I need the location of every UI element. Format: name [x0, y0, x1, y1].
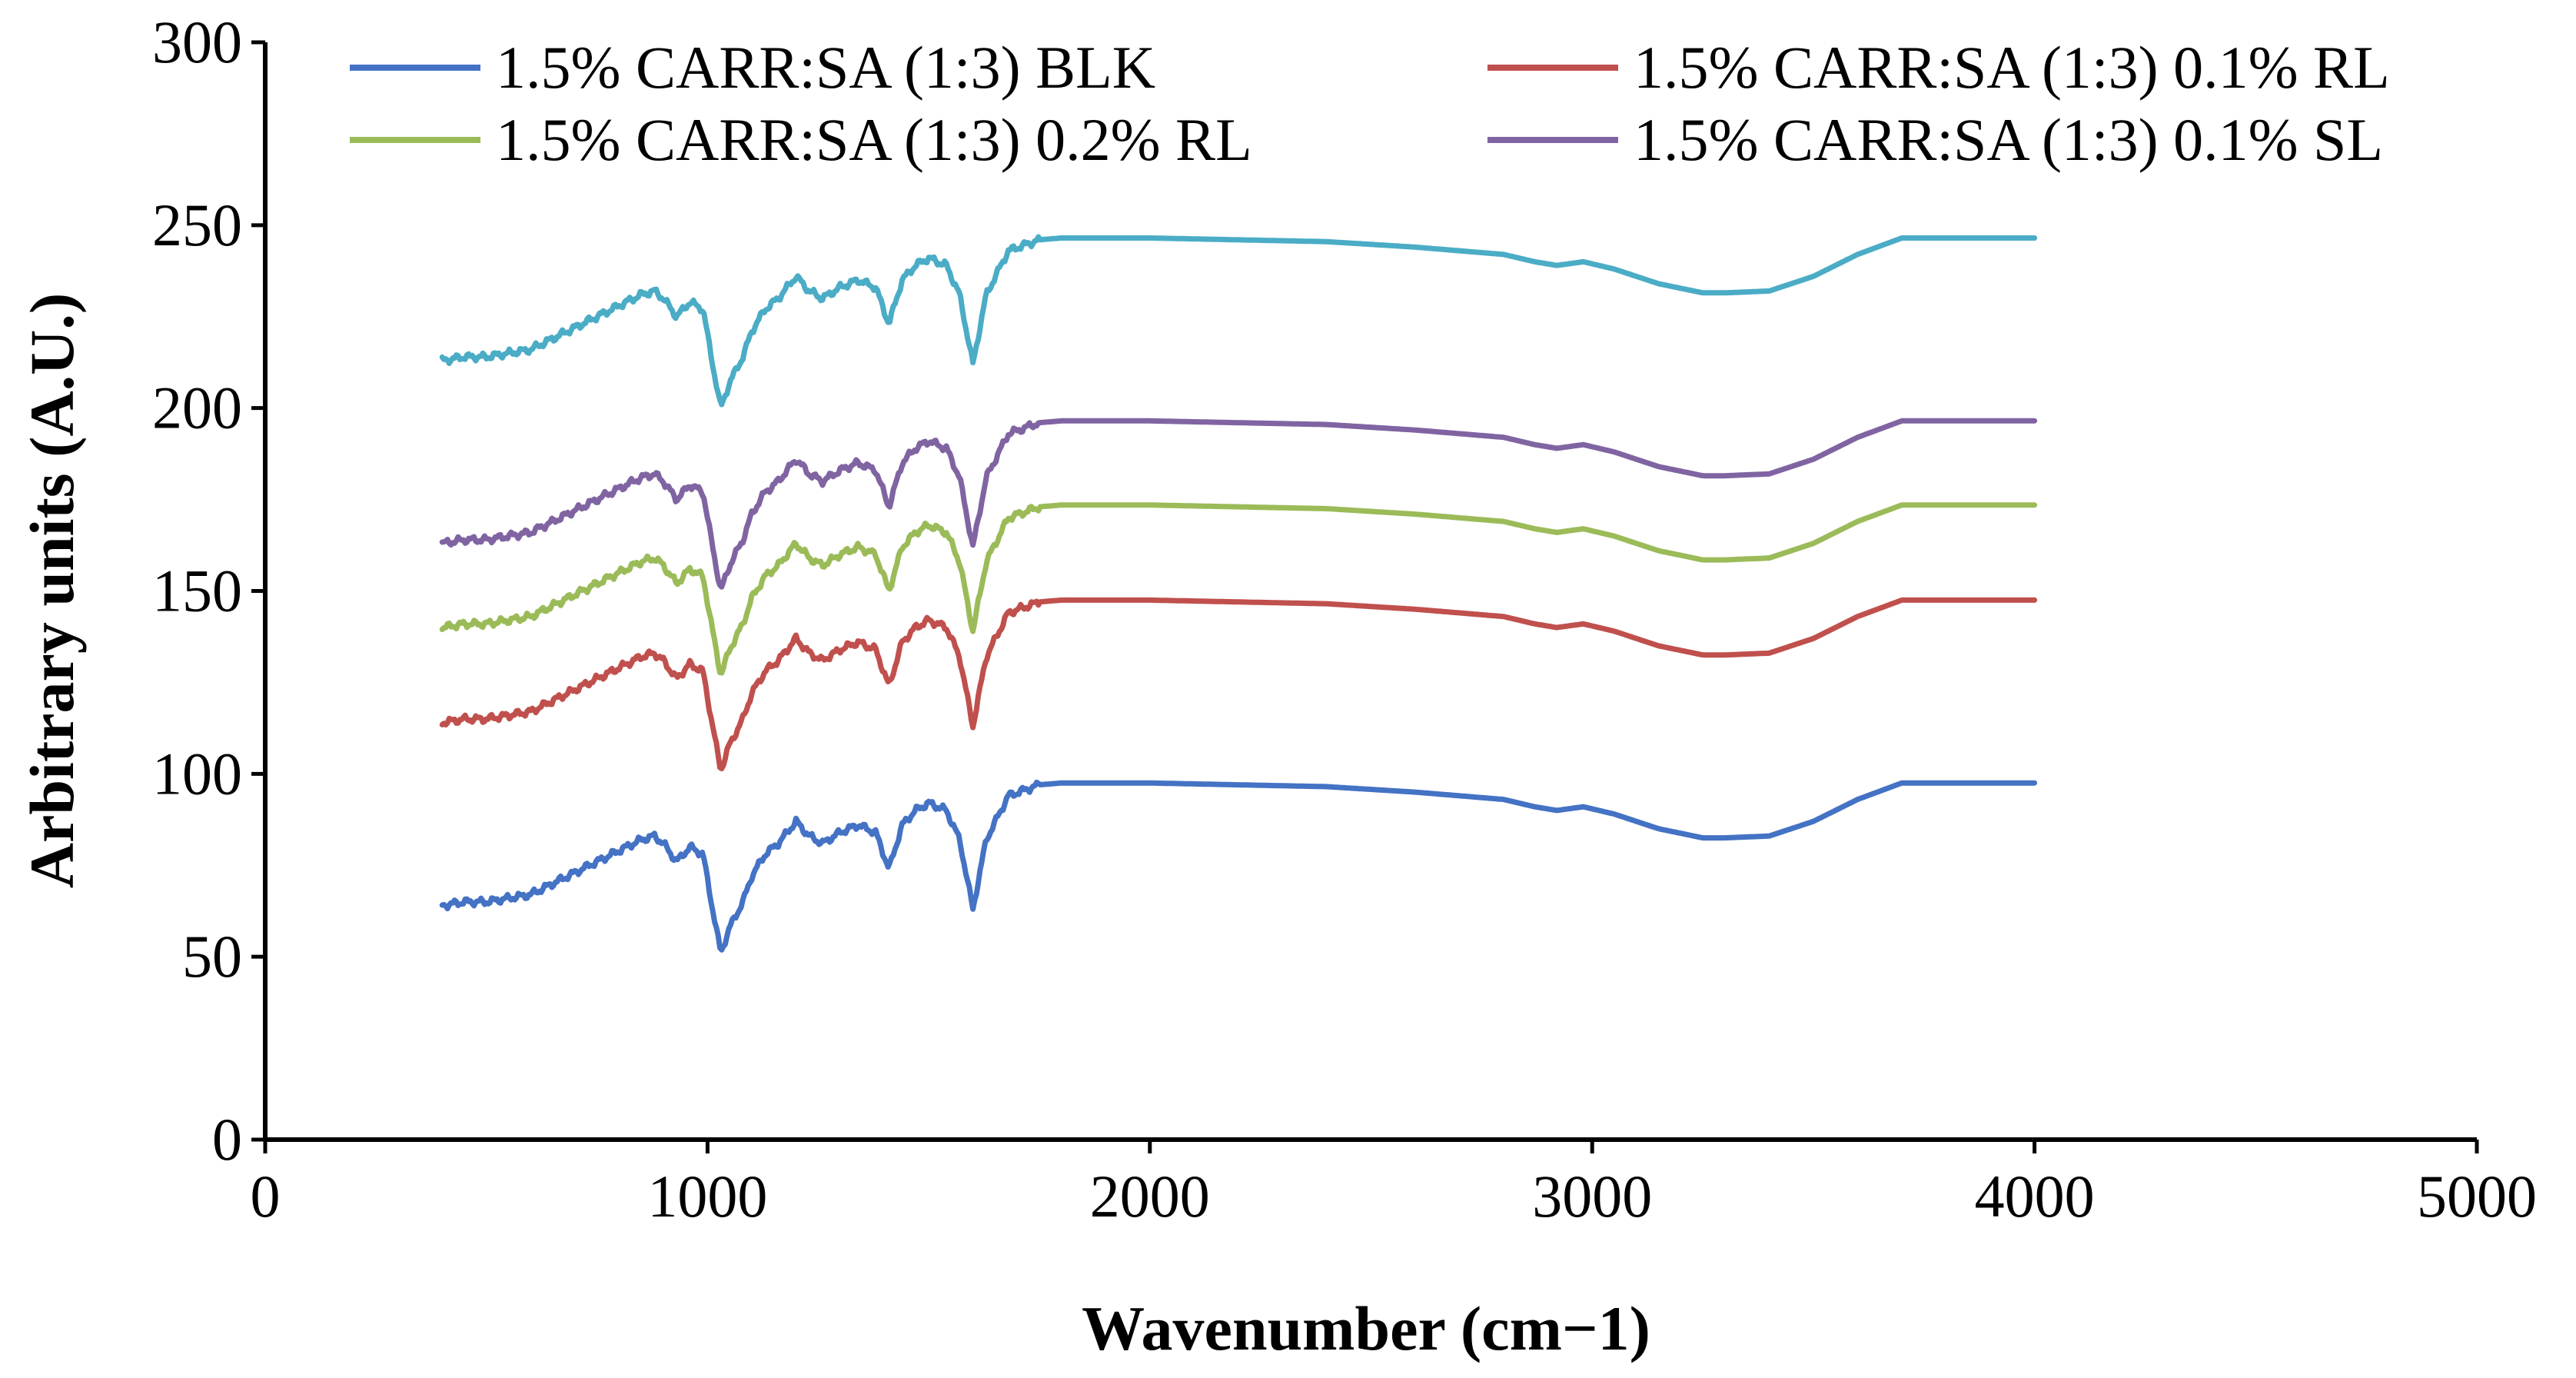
y-tick-label: 300: [152, 8, 242, 75]
y-tick-label: 200: [152, 374, 242, 441]
legend-label: 1.5% CARR:SA (1:3) 0.1% SL: [1634, 106, 2383, 173]
series-line-4: [439, 418, 2038, 590]
legend: 1.5% CARR:SA (1:3) BLK 1.5% CARR:SA (1:3)…: [350, 34, 2390, 173]
axes-layer: [263, 42, 2477, 1142]
x-tick-label: 0: [251, 1163, 281, 1230]
y-tick-label: 50: [182, 923, 242, 990]
y-tick-label: 100: [152, 740, 242, 807]
y-tick-label: 150: [152, 558, 242, 624]
series-line-1: [439, 779, 2038, 953]
x-tick-label: 5000: [2417, 1163, 2537, 1230]
y-tick-label: 0: [212, 1106, 242, 1173]
series-layer: [439, 234, 2038, 953]
x-tick-label: 1000: [647, 1163, 767, 1230]
x-tick-label: 3000: [1532, 1163, 1652, 1230]
series-line-5: [439, 234, 2038, 408]
y-tick-label: 250: [152, 191, 242, 258]
legend-label: 1.5% CARR:SA (1:3) 0.1% RL: [1634, 34, 2390, 101]
series-line-3: [439, 502, 2038, 676]
series-line-2: [439, 597, 2038, 772]
x-tick-label: 2000: [1090, 1163, 1210, 1230]
legend-label: 1.5% CARR:SA (1:3) 0.2% RL: [496, 106, 1252, 173]
x-axis-title: Wavenumber (cm−1): [1082, 1293, 1650, 1363]
x-tick-label: 4000: [1975, 1163, 2095, 1230]
y-axis-title: Arbitrary units (A.U.): [17, 293, 87, 888]
legend-label: 1.5% CARR:SA (1:3) BLK: [496, 34, 1155, 101]
